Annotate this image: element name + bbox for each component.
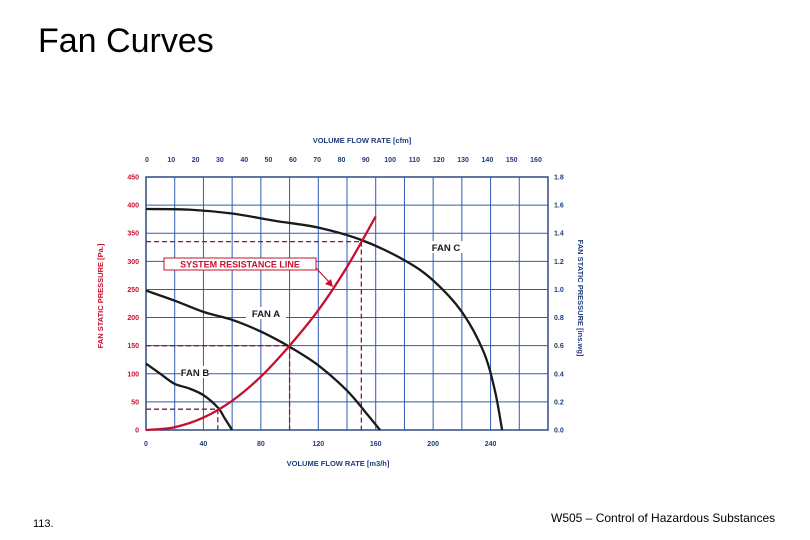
fan-b-label-bg — [181, 366, 209, 378]
right-tick-label: 1.0 — [554, 287, 564, 294]
right-tick-label: 1.8 — [554, 175, 564, 182]
left-tick-label: 350 — [127, 231, 139, 238]
top-tick-label: 150 — [506, 157, 518, 164]
bottom-axis-title: VOLUME FLOW RATE [m3/h] — [287, 459, 390, 468]
bottom-tick-label: 0 — [144, 441, 148, 448]
fan-b-label: FAN B — [181, 368, 210, 379]
operating-point-guides — [146, 241, 363, 430]
bottom-tick-label: 240 — [485, 441, 497, 448]
left-tick-label: 100 — [127, 371, 139, 378]
top-tick-label: 110 — [409, 157, 420, 164]
top-tick-label: 130 — [457, 157, 469, 164]
callout-leader — [315, 267, 331, 284]
left-axis-title: FAN STATIC PRESSURE [Pa.] — [96, 243, 105, 348]
right-tick-label: 1.2 — [554, 259, 564, 266]
bottom-tick-label: 40 — [200, 441, 208, 448]
top-tick-label: 70 — [313, 157, 321, 164]
left-tick-label: 200 — [127, 315, 139, 322]
fan-c-curve — [145, 207, 504, 431]
top-tick-label: 50 — [265, 157, 273, 164]
system-resistance-callout-box — [163, 257, 317, 271]
left-tick-label: 150 — [127, 343, 139, 350]
top-tick-label: 80 — [338, 157, 346, 164]
right-tick-label: 0.8 — [554, 315, 564, 322]
page-number: 113. — [33, 518, 54, 530]
fan-c-label-bg — [429, 241, 463, 253]
top-tick-label: 100 — [384, 157, 396, 164]
page-title: Fan Curves — [38, 22, 214, 60]
left-tick-label: 0 — [135, 428, 139, 435]
bottom-tick-label: 80 — [257, 441, 265, 448]
left-tick-label: 300 — [127, 259, 139, 266]
top-tick-label: 120 — [433, 157, 445, 164]
fan-c-label: FAN C — [432, 243, 461, 254]
bottom-tick-label: 120 — [312, 441, 324, 448]
right-tick-label: 0.0 — [554, 428, 564, 435]
right-tick-label: 0.6 — [554, 343, 564, 350]
right-tick-label: 1.6 — [554, 203, 564, 210]
top-tick-label: 10 — [167, 157, 175, 164]
left-tick-label: 250 — [127, 287, 139, 294]
top-axis-title: VOLUME FLOW RATE [cfm] — [313, 136, 412, 145]
bottom-tick-label: 200 — [427, 441, 439, 448]
top-tick-label: 20 — [192, 157, 200, 164]
top-tick-label: 60 — [289, 157, 297, 164]
series-lines — [145, 207, 504, 432]
fan-b-curve — [145, 362, 234, 431]
right-tick-label: 0.2 — [554, 399, 564, 406]
footer-text: W505 – Control of Hazardous Substances — [551, 511, 776, 525]
system-resistance-callout: SYSTEM RESISTANCE LINE — [180, 260, 300, 270]
right-axis-title: FAN STATIC PRESSURE [ins.wg] — [576, 240, 585, 357]
top-tick-label: 140 — [482, 157, 494, 164]
top-tick-label: 30 — [216, 157, 224, 164]
tick-labels: 0501001502002503003504004500.00.20.40.60… — [127, 157, 564, 448]
fan-a-curve — [145, 289, 381, 431]
callout-arrowhead — [325, 279, 333, 287]
fan-a-label-bg — [246, 307, 286, 319]
system-resistance-line-curve — [145, 215, 377, 432]
right-tick-label: 0.4 — [554, 371, 564, 378]
top-tick-label: 40 — [240, 157, 248, 164]
top-tick-label: 90 — [362, 157, 370, 164]
left-tick-label: 450 — [127, 175, 139, 182]
fan-a-label: FAN A — [252, 309, 280, 320]
left-tick-label: 50 — [131, 399, 139, 406]
top-tick-label: 0 — [145, 157, 149, 164]
right-tick-label: 1.4 — [554, 231, 564, 238]
bottom-tick-label: 160 — [370, 441, 382, 448]
left-tick-label: 400 — [127, 203, 139, 210]
top-tick-label: 160 — [530, 157, 542, 164]
